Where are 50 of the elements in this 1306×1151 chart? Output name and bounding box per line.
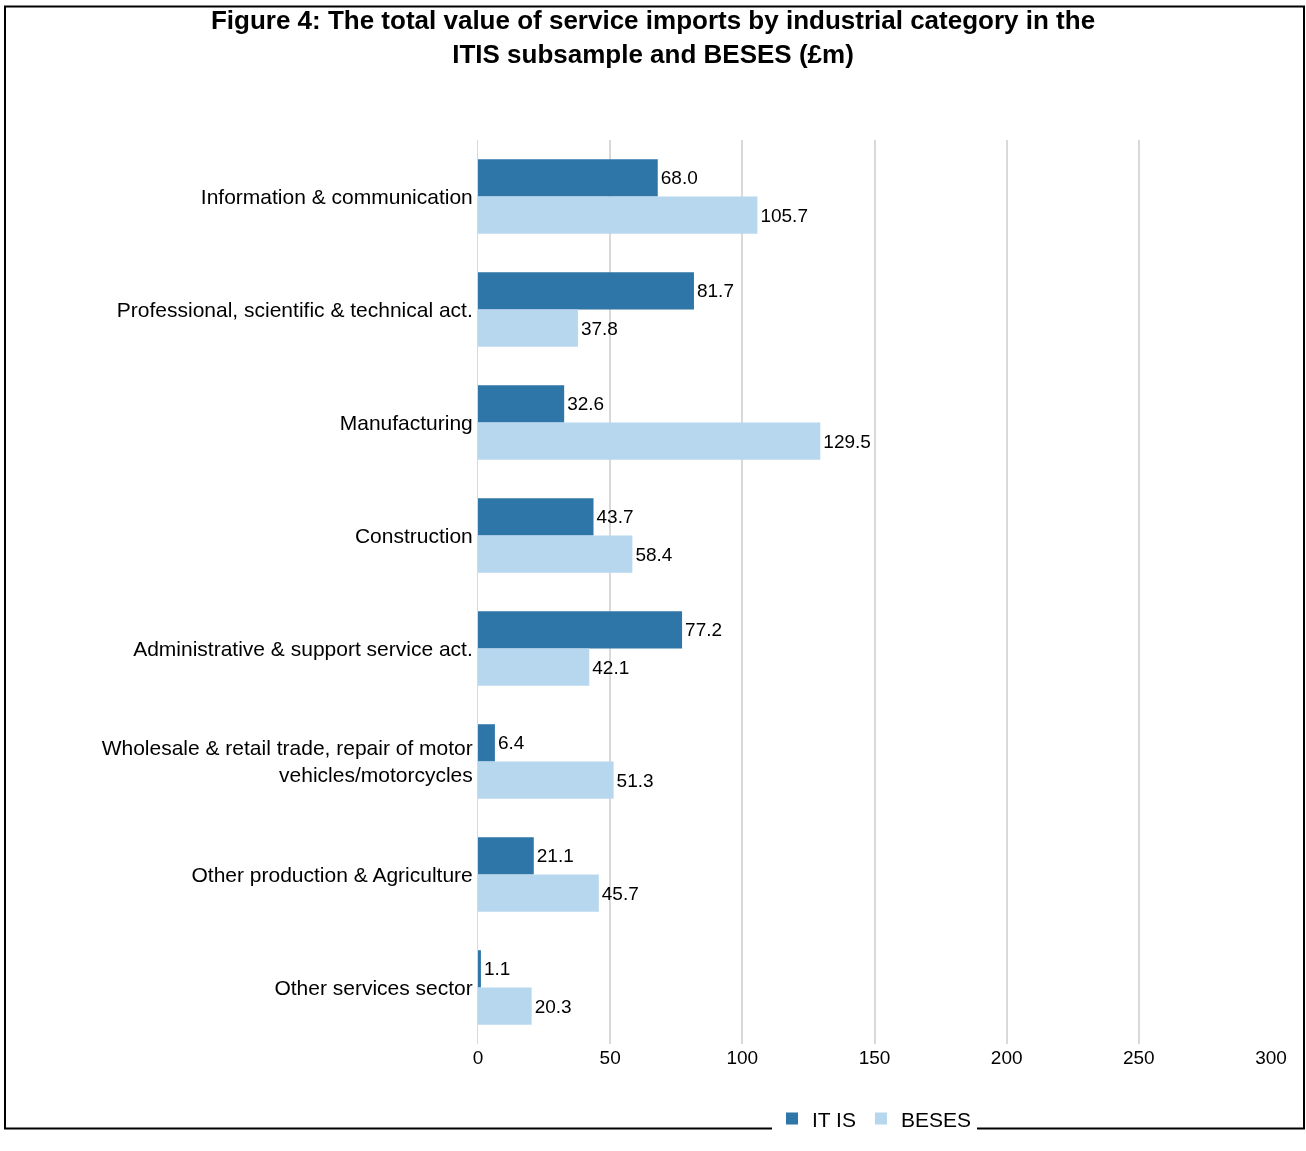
data-label: 68.0 <box>660 167 698 189</box>
data-label: 37.8 <box>580 317 618 339</box>
x-tick-label: 0 <box>472 1047 484 1068</box>
y-tick-label: Manufacturing <box>339 410 473 434</box>
y-tick-label: Other services sector <box>274 975 473 999</box>
bar <box>478 422 821 460</box>
data-label: 105.7 <box>760 204 808 226</box>
bar <box>478 724 495 762</box>
data-label: 45.7 <box>601 882 639 904</box>
chart-title: Figure 4: The total value of service imports by industrial category in the ITIS subsample and BESES (£m) <box>210 4 1096 69</box>
bar <box>478 498 594 536</box>
x-tick-label: 200 <box>990 1047 1023 1068</box>
data-label: 6.4 <box>497 732 525 754</box>
x-tick-label: 300 <box>1255 1047 1287 1068</box>
bar <box>478 761 614 799</box>
y-tick-label: Professional, scientific & technical act. <box>116 297 473 321</box>
data-label: 81.7 <box>696 280 734 302</box>
data-label: 21.1 <box>536 845 574 867</box>
data-label: 32.6 <box>567 393 605 415</box>
bar <box>478 385 565 423</box>
y-tick-label: Information & communication <box>200 184 473 208</box>
y-tick-label: Wholesale & retail trade, repair of motor vehicles/motorcycles <box>101 736 473 787</box>
y-tick-label: Construction <box>354 523 473 547</box>
bar <box>478 648 590 686</box>
x-tick-label: 50 <box>599 1047 621 1068</box>
bar <box>478 272 694 310</box>
x-tick-label: 250 <box>1122 1047 1155 1068</box>
x-tick-label: 150 <box>858 1047 891 1068</box>
data-label: 51.3 <box>616 769 654 791</box>
bar <box>478 987 532 1025</box>
bar <box>478 535 633 573</box>
bar <box>478 874 599 912</box>
data-label: 20.3 <box>534 995 572 1017</box>
x-tick-label: 100 <box>726 1047 759 1068</box>
bar <box>478 950 481 988</box>
data-label: 77.2 <box>685 619 723 641</box>
legend-label: BESES <box>900 1107 972 1131</box>
bar <box>478 196 758 234</box>
data-label: 1.1 <box>483 958 511 980</box>
data-label: 42.1 <box>592 656 630 678</box>
legend-label: IT IS <box>812 1107 856 1131</box>
data-label: 43.7 <box>596 506 634 528</box>
data-label: 58.4 <box>635 543 673 565</box>
data-label: 129.5 <box>823 430 871 452</box>
y-tick-label: Administrative & support service act. <box>133 636 473 660</box>
bar <box>478 309 578 347</box>
bar <box>478 611 683 649</box>
y-tick-label: Other production & Agriculture <box>191 862 473 886</box>
bar <box>478 159 658 197</box>
bar <box>478 837 534 875</box>
